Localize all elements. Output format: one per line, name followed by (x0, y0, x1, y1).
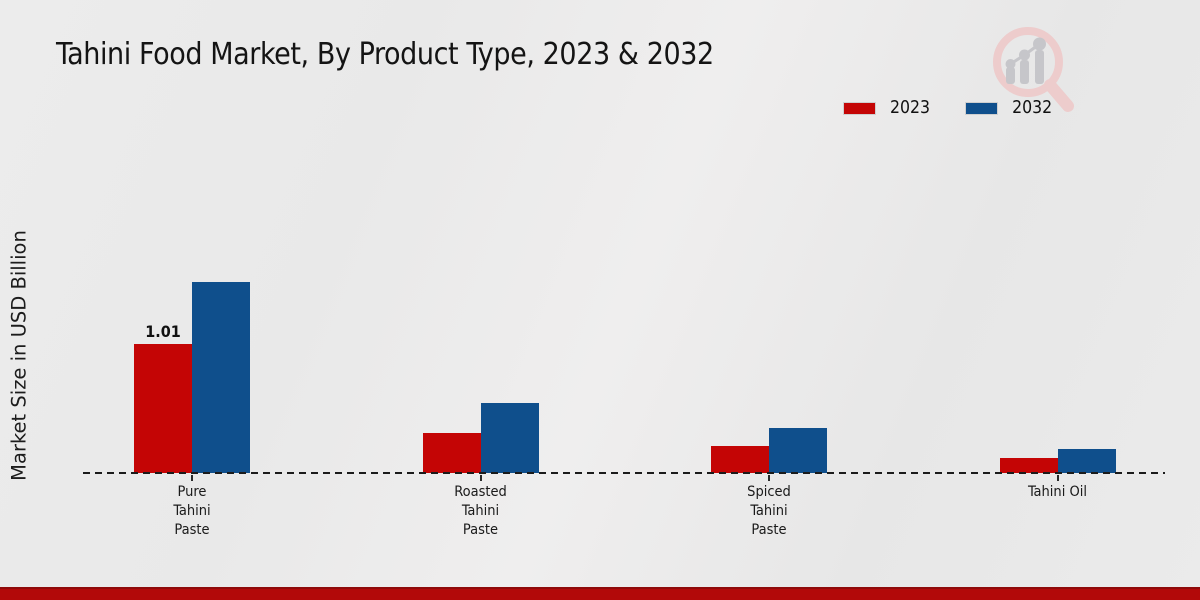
legend-label-2023: 2023 (890, 98, 931, 118)
bar-2032-pure-tahini-paste (192, 282, 250, 473)
x-axis-baseline (83, 472, 1165, 474)
x-axis-category-label: Spiced Tahini Paste (747, 484, 791, 538)
legend: 2023 2032 (843, 98, 1052, 118)
x-axis-category-label: Tahini Oil (1027, 484, 1087, 500)
bar-2023-tahini-oil (999, 458, 1058, 473)
bar-2032-roasted-tahini-paste (480, 403, 539, 473)
bar-value-label: 1.01 (145, 322, 181, 341)
x-axis-category-label: Pure Tahini Paste (173, 484, 211, 538)
x-axis-tick (768, 475, 770, 481)
bar-2023-spiced-tahini-paste (711, 446, 769, 473)
chart-title: Tahini Food Market, By Product Type, 202… (56, 37, 714, 72)
bar-2023-pure-tahini-paste (134, 344, 192, 473)
bottom-accent-bar (0, 587, 1200, 600)
magnifier-bar-chart-watermark-icon (993, 27, 1074, 112)
bar-2023-roasted-tahini-paste (422, 433, 481, 473)
legend-label-2032: 2032 (1012, 98, 1053, 118)
legend-swatch-2032 (965, 101, 999, 115)
x-axis-tick (479, 475, 482, 481)
legend-item-2023: 2023 (843, 98, 930, 118)
legend-swatch-2023 (843, 101, 876, 115)
x-axis-tick (1056, 475, 1059, 481)
bar-2032-tahini-oil (1057, 449, 1116, 473)
bar-2032-spiced-tahini-paste (769, 428, 827, 473)
legend-item-2032: 2032 (965, 98, 1052, 118)
x-axis-category-label: Roasted Tahini Paste (454, 484, 507, 538)
x-axis-tick (191, 475, 193, 481)
